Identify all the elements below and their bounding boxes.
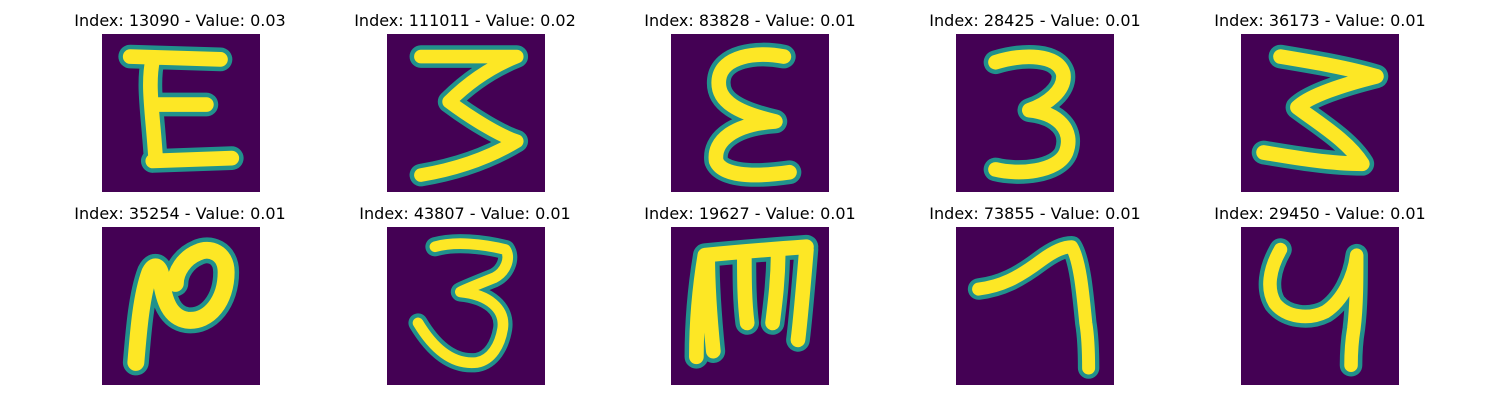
panel-title: Index: 73855 - Value: 0.01 (929, 204, 1141, 223)
panel-title: Index: 29450 - Value: 0.01 (1214, 204, 1426, 223)
panel-title: Index: 13090 - Value: 0.03 (74, 11, 286, 30)
epsilon-shape-icon (671, 34, 829, 192)
panel-title: Index: 35254 - Value: 0.01 (74, 204, 286, 223)
3-shape-icon (1241, 34, 1399, 192)
3-shape-icon (387, 227, 545, 385)
panel-title: Index: 28425 - Value: 0.01 (929, 11, 1141, 30)
panel-title: Index: 36173 - Value: 0.01 (1214, 11, 1426, 30)
N-shape-icon (102, 227, 260, 385)
7-shape-icon (956, 227, 1114, 385)
panel-title: Index: 43807 - Value: 0.01 (359, 204, 571, 223)
y-shape-icon (1241, 227, 1399, 385)
panel-title: Index: 19627 - Value: 0.01 (644, 204, 856, 223)
m-shape-icon (671, 227, 829, 385)
3-shape-icon (387, 34, 545, 192)
panel-title: Index: 111011 - Value: 0.02 (354, 11, 576, 30)
3-shape-icon (956, 34, 1114, 192)
panel-title: Index: 83828 - Value: 0.01 (644, 11, 856, 30)
E-shape-icon (102, 34, 260, 192)
